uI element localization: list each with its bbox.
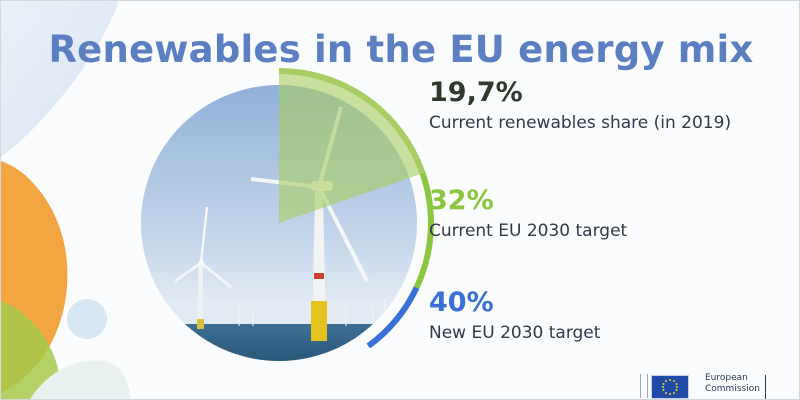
eu-flag-icon (651, 375, 689, 399)
logo-line-2: Commission (705, 384, 765, 395)
logo-building-icon (640, 374, 648, 398)
stat-current-share: 19,7% Current renewables share (in 2019) (429, 77, 731, 135)
logo-separator (765, 375, 766, 399)
page-title: Renewables in the EU energy mix (1, 28, 800, 71)
description-label: Current renewables share (in 2019) (429, 111, 731, 135)
stat-new-target: 40% New EU 2030 target (429, 287, 600, 345)
logo-text: European Commission (705, 373, 765, 395)
stat-current-target: 32% Current EU 2030 target (429, 185, 627, 243)
value-label: 32% (429, 185, 627, 217)
description-label: New EU 2030 target (429, 321, 600, 345)
description-label: Current EU 2030 target (429, 219, 627, 243)
logo-line-1: European (705, 373, 765, 384)
european-commission-logo: European Commission (637, 371, 777, 399)
value-label: 19,7% (429, 77, 731, 109)
value-label: 40% (429, 287, 600, 319)
